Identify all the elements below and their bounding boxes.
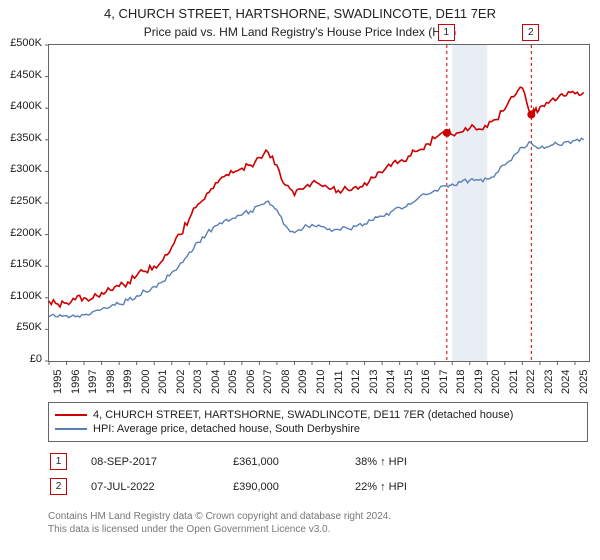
sale-date: 07-JUL-2022: [91, 475, 231, 498]
x-tick-label: 2003: [192, 370, 204, 394]
sale-delta: 22% ↑ HPI: [355, 475, 417, 498]
y-tick-label: £350K: [0, 132, 42, 144]
x-tick-label: 2001: [157, 370, 169, 394]
data-attribution: Contains HM Land Registry data © Crown c…: [48, 510, 391, 536]
x-tick-label: 2015: [403, 370, 415, 394]
sales-table: 1 08-SEP-2017£361,00038% ↑ HPI 2 07-JUL-202…: [48, 448, 419, 500]
sale-marker: 2: [50, 478, 67, 495]
y-tick-label: £250K: [0, 195, 42, 207]
x-tick-label: 2016: [420, 370, 432, 394]
page-subtitle: Price paid vs. HM Land Registry's House …: [0, 25, 600, 39]
x-tick-label: 2002: [175, 370, 187, 394]
x-tick-label: 2005: [227, 370, 239, 394]
table-row: 1 08-SEP-2017£361,00038% ↑ HPI: [50, 450, 417, 473]
legend-item: HPI: Average price, detached house, Sout…: [55, 423, 581, 435]
sale-price: £361,000: [233, 450, 353, 473]
sale-marker: 1: [438, 24, 455, 41]
x-tick-label: 2021: [508, 370, 520, 394]
x-tick-label: 1995: [52, 370, 64, 394]
y-tick-label: £300K: [0, 163, 42, 175]
y-tick-label: £0: [0, 353, 42, 365]
legend-label: 4, CHURCH STREET, HARTSHORNE, SWADLINCOT…: [93, 409, 513, 421]
y-tick-label: £100K: [0, 290, 42, 302]
series-hpi: [49, 138, 584, 317]
x-tick-label: 2009: [297, 370, 309, 394]
series-property: [49, 87, 584, 307]
x-tick-label: 2010: [315, 370, 327, 394]
legend-swatch: [55, 428, 87, 430]
x-tick-label: 2022: [525, 370, 537, 394]
x-tick-label: 1997: [87, 370, 99, 394]
x-tick-label: 2012: [350, 370, 362, 394]
footer-line-1: Contains HM Land Registry data © Crown c…: [48, 510, 391, 523]
x-tick-label: 2024: [560, 370, 572, 394]
sale-delta: 38% ↑ HPI: [355, 450, 417, 473]
legend-label: HPI: Average price, detached house, Sout…: [93, 423, 360, 435]
footer-line-2: This data is licensed under the Open Gov…: [48, 523, 391, 536]
x-tick-label: 2018: [455, 370, 467, 394]
sale-point: [443, 129, 451, 137]
y-tick-label: £450K: [0, 69, 42, 81]
sale-price: £390,000: [233, 475, 353, 498]
x-tick-label: 2004: [210, 370, 222, 394]
y-tick-label: £500K: [0, 37, 42, 49]
x-tick-label: 2007: [262, 370, 274, 394]
x-tick-label: 2000: [140, 370, 152, 394]
x-tick-label: 2011: [333, 370, 345, 394]
sale-date: 08-SEP-2017: [91, 450, 231, 473]
x-tick-label: 2023: [543, 370, 555, 394]
x-tick-label: 1996: [70, 370, 82, 394]
x-tick-label: 2025: [578, 370, 590, 394]
chart-legend: 4, CHURCH STREET, HARTSHORNE, SWADLINCOT…: [48, 402, 588, 442]
sale-marker: 1: [50, 453, 67, 470]
sale-marker: 2: [522, 24, 539, 41]
y-tick-label: £50K: [0, 321, 42, 333]
x-tick-label: 2020: [490, 370, 502, 394]
sale-point: [527, 111, 535, 119]
table-row: 2 07-JUL-2022£390,00022% ↑ HPI: [50, 475, 417, 498]
page-title: 4, CHURCH STREET, HARTSHORNE, SWADLINCOT…: [0, 0, 600, 23]
chart-plot-area: [48, 44, 590, 362]
x-tick-label: 2017: [438, 370, 450, 394]
x-tick-label: 2019: [473, 370, 485, 394]
legend-swatch: [55, 414, 87, 416]
y-tick-label: £400K: [0, 100, 42, 112]
x-tick-label: 2013: [368, 370, 380, 394]
x-tick-label: 2008: [280, 370, 292, 394]
x-tick-label: 1999: [122, 370, 134, 394]
x-tick-label: 2014: [385, 370, 397, 394]
y-tick-label: £200K: [0, 227, 42, 239]
x-tick-label: 1998: [105, 370, 117, 394]
y-tick-label: £150K: [0, 258, 42, 270]
legend-item: 4, CHURCH STREET, HARTSHORNE, SWADLINCOT…: [55, 409, 581, 421]
x-tick-label: 2006: [245, 370, 257, 394]
